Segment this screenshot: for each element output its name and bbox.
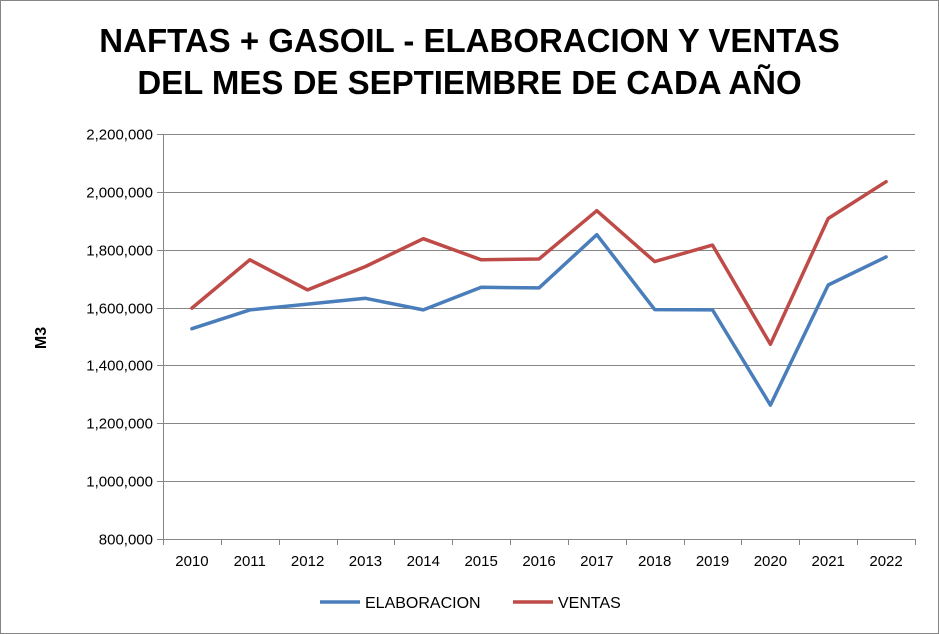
y-tick-label: 2,000,000 (86, 185, 153, 202)
x-tick-label: 2010 (175, 553, 208, 570)
chart-title-line-1: NAFTAS + GASOIL - ELABORACION Y VENTAS (99, 22, 840, 59)
y-tick-label: 2,200,000 (86, 127, 153, 144)
chart-title-line-2: DEL MES DE SEPTIEMBRE DE CADA AÑO (137, 64, 802, 101)
x-tick-label: 2017 (580, 553, 613, 570)
series-lines (190, 179, 888, 407)
y-tick-label: 800,000 (99, 532, 153, 549)
x-tick-label: 2012 (291, 553, 324, 570)
x-tick-label: 2016 (522, 553, 555, 570)
y-tick-label: 1,000,000 (86, 474, 153, 491)
x-tick-label: 2021 (812, 553, 845, 570)
x-tick-label: 2011 (234, 553, 266, 570)
axes: 800,000 1,000,000 1,200,000 1,400,000 1,600,… (86, 127, 916, 570)
series-line-elaboracion (190, 232, 888, 407)
x-tick-label: 2019 (696, 553, 729, 570)
legend-label-ventas: VENTAS (558, 595, 621, 612)
y-tick-label: 1,400,000 (86, 358, 153, 375)
x-tick-label: 2018 (638, 553, 671, 570)
y-tick-label: 1,600,000 (86, 301, 153, 318)
x-tick-label: 2013 (349, 553, 382, 570)
legend: ELABORACION VENTAS (320, 595, 621, 612)
x-tick-label: 2015 (464, 553, 497, 570)
x-tick-label: 2014 (407, 553, 440, 570)
y-axis-label: M3 (33, 327, 50, 349)
y-tick-label: 1,800,000 (86, 243, 153, 260)
chart-title: NAFTAS + GASOIL - ELABORACION Y VENTAS D… (0, 20, 939, 104)
x-tick-label: 2020 (754, 553, 787, 570)
series-line-ventas (190, 179, 888, 347)
x-tick-label: 2022 (869, 553, 902, 570)
legend-label-elaboracion: ELABORACION (365, 595, 481, 612)
y-tick-label: 1,200,000 (86, 416, 153, 433)
